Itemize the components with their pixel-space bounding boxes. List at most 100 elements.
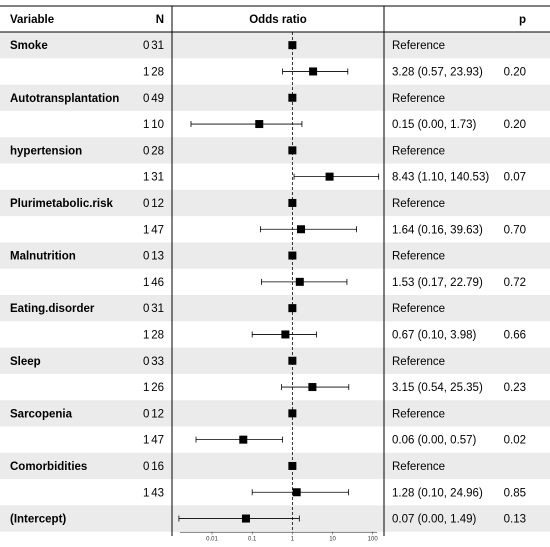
row-band xyxy=(0,452,550,480)
plot-frame xyxy=(0,5,550,536)
row-level: 1 xyxy=(143,435,149,447)
or-marker xyxy=(309,67,318,76)
row-p-value: 0.02 xyxy=(504,435,526,447)
or-marker xyxy=(292,488,301,497)
row-variable-label: (Intercept) xyxy=(10,514,66,526)
row-level: 0 xyxy=(143,303,149,315)
row-p-value: 0.72 xyxy=(504,277,526,289)
row-estimate: 8.43 (1.10, 140.53) xyxy=(392,172,489,184)
row-level: 1 xyxy=(143,329,149,341)
row-estimate: Reference xyxy=(392,198,445,210)
row-variable-label: Autotransplantation xyxy=(10,93,119,105)
row-n: 12 xyxy=(151,408,164,420)
header-odds-ratio: Odds ratio xyxy=(249,14,307,26)
or-marker xyxy=(255,120,264,129)
row-level: 0 xyxy=(143,356,149,368)
x-tick-label: 1 xyxy=(291,537,295,543)
or-marker xyxy=(239,435,248,444)
or-marker xyxy=(288,251,297,260)
row-level: 1 xyxy=(143,382,149,394)
row-estimate: 3.28 (0.57, 23.93) xyxy=(392,66,483,78)
row-n: 33 xyxy=(151,356,164,368)
row-variable-label: Smoke xyxy=(10,40,48,52)
row-n: 31 xyxy=(151,303,164,315)
x-axis: 0.01 0.1 1 10 100 xyxy=(180,531,379,543)
row-p-value: 0.20 xyxy=(504,119,526,131)
row-n: 49 xyxy=(151,93,164,105)
row-variable-label: Sleep xyxy=(10,356,41,368)
or-marker xyxy=(288,146,297,155)
row-variable-label: Malnutrition xyxy=(10,251,76,263)
x-tick-label: 0.1 xyxy=(248,537,257,543)
row-estimate: 1.28 (0.10, 24.96) xyxy=(392,487,483,499)
row-level: 1 xyxy=(143,487,149,499)
row-level: 0 xyxy=(143,251,149,263)
row-n: 13 xyxy=(151,251,164,263)
row-variable-label: Sarcopenia xyxy=(10,408,73,420)
row-variable-label: Eating.disorder xyxy=(10,303,95,315)
x-tick-label: 0.01 xyxy=(206,537,218,543)
row-level: 1 xyxy=(143,66,149,78)
x-tick-label: 100 xyxy=(368,537,379,543)
row-bands xyxy=(0,32,550,532)
row-estimate: Reference xyxy=(392,40,445,52)
row-estimate: 0.06 (0.00, 0.57) xyxy=(392,435,477,447)
row-p-value: 0.85 xyxy=(504,487,526,499)
row-estimate: 0.67 (0.10, 3.98) xyxy=(392,329,477,341)
row-n: 46 xyxy=(151,277,164,289)
row-band xyxy=(0,295,550,322)
row-n: 31 xyxy=(151,172,164,184)
or-marker xyxy=(288,356,297,365)
row-level: 0 xyxy=(143,461,149,473)
header-n: N xyxy=(156,14,164,26)
table-header: Variable N Odds ratio p xyxy=(10,14,526,26)
row-band xyxy=(0,32,550,59)
row-p-value: 0.20 xyxy=(504,66,526,78)
row-estimate: Reference xyxy=(392,408,445,420)
row-n: 28 xyxy=(151,329,164,341)
or-marker xyxy=(297,225,306,234)
row-level: 0 xyxy=(143,198,149,210)
row-estimate: 1.53 (0.17, 22.79) xyxy=(392,277,483,289)
row-estimate: Reference xyxy=(392,145,445,157)
row-variable-label: Comorbidities xyxy=(10,461,87,473)
row-variable-label: hypertension xyxy=(10,145,82,157)
row-level: 0 xyxy=(143,145,149,157)
plot-area xyxy=(178,32,380,532)
row-p-value: 0.07 xyxy=(504,172,526,184)
header-p: p xyxy=(519,14,526,26)
row-band xyxy=(0,189,550,217)
row-estimate: Reference xyxy=(392,356,445,368)
row-level: 1 xyxy=(143,119,149,131)
row-level: 1 xyxy=(143,224,149,236)
row-level: 0 xyxy=(143,93,149,105)
row-n: 12 xyxy=(151,198,164,210)
row-n: 26 xyxy=(151,382,164,394)
row-estimate: 3.15 (0.54, 25.35) xyxy=(392,382,483,394)
row-n: 47 xyxy=(151,224,164,236)
row-n: 16 xyxy=(151,461,164,473)
row-estimate: Reference xyxy=(392,303,445,315)
row-n: 47 xyxy=(151,435,164,447)
row-n: 10 xyxy=(151,119,164,131)
row-estimate: 0.07 (0.00, 1.49) xyxy=(392,514,477,526)
row-band xyxy=(0,84,550,111)
or-marker xyxy=(288,41,297,50)
row-band xyxy=(0,400,550,427)
row-n: 31 xyxy=(151,40,164,52)
row-level: 1 xyxy=(143,277,149,289)
header-variable: Variable xyxy=(10,14,54,26)
row-band xyxy=(0,347,550,374)
x-tick-label: 10 xyxy=(329,537,336,543)
row-n: 28 xyxy=(151,66,164,78)
row-variable-label: Plurimetabolic.risk xyxy=(10,198,114,210)
row-p-value: 0.66 xyxy=(504,329,526,341)
or-marker xyxy=(241,514,250,523)
or-marker xyxy=(295,277,304,286)
row-level: 0 xyxy=(143,408,149,420)
row-p-value: 0.70 xyxy=(504,224,526,236)
or-marker xyxy=(288,461,297,470)
row-band xyxy=(0,137,550,164)
